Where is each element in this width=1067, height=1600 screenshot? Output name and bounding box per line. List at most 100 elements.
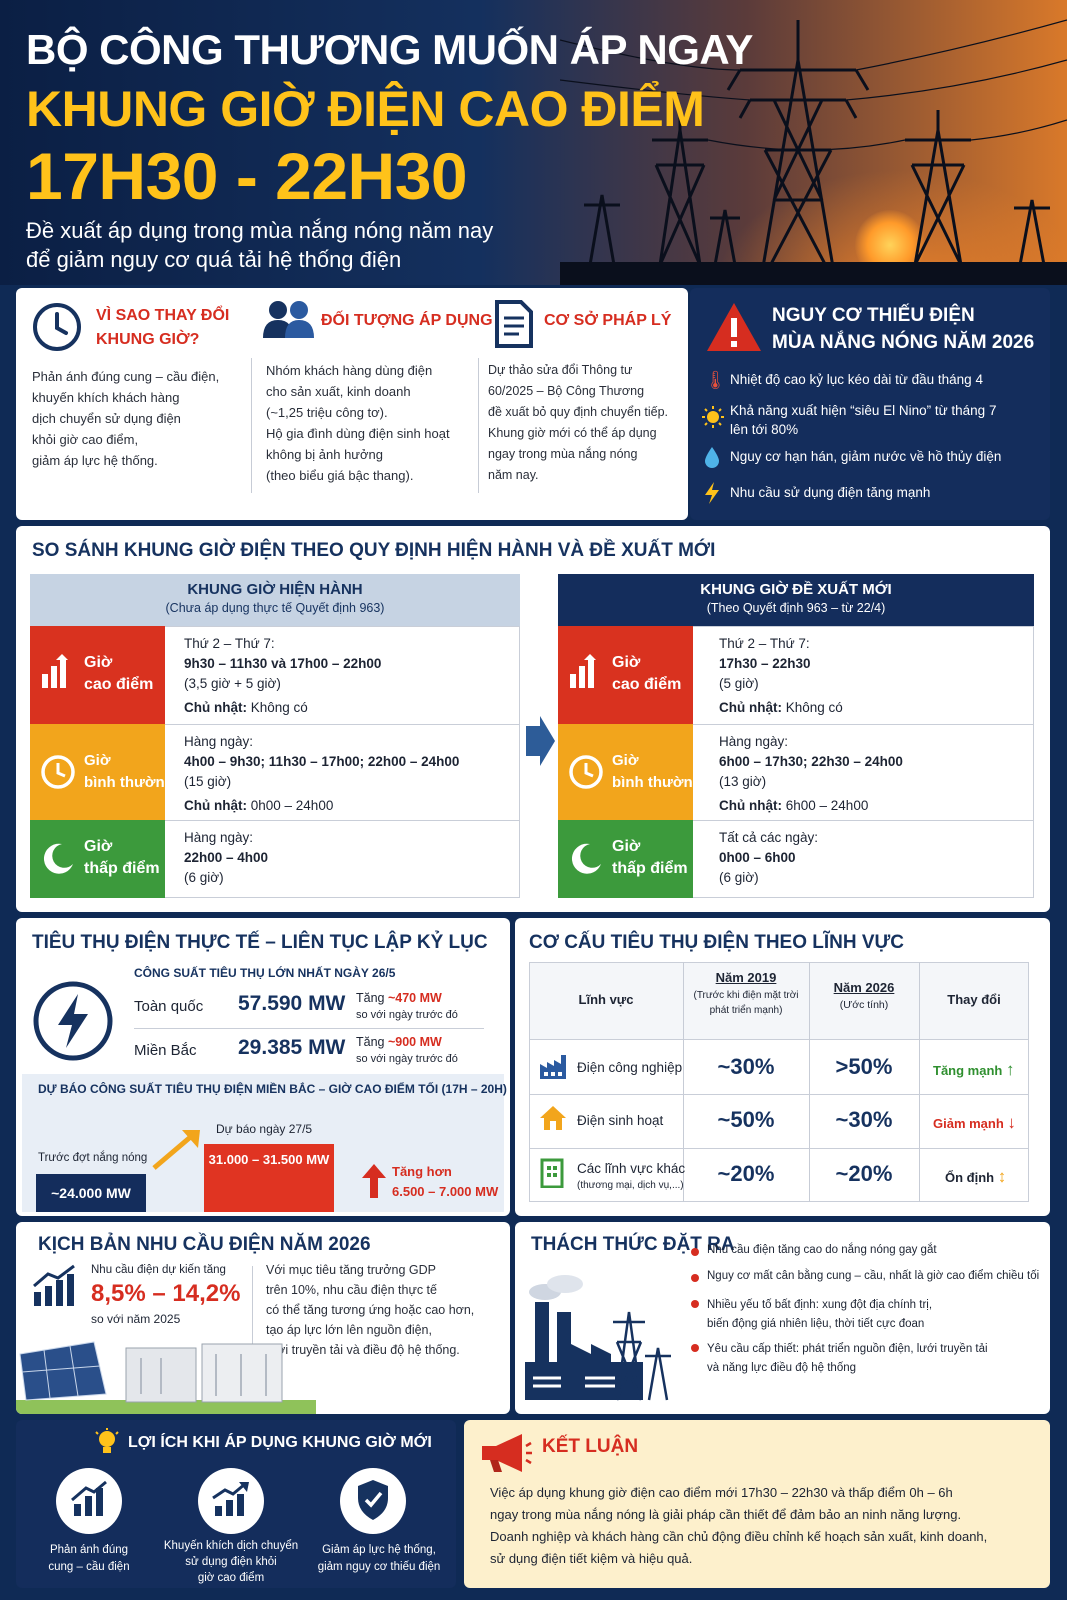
conclusion-text: Việc áp dụng khung giờ điện cao điểm mới… bbox=[490, 1482, 987, 1570]
warning-icon bbox=[707, 303, 761, 351]
sector-change: Tăng mạnh ↑ bbox=[933, 1060, 1014, 1080]
row-divider bbox=[134, 1028, 484, 1029]
sector-2019: ~30% bbox=[717, 1054, 775, 1079]
schedule-line: Thứ 2 – Thứ 7: bbox=[184, 636, 275, 651]
growth-chart-icon bbox=[33, 1264, 75, 1306]
bullet bbox=[691, 1344, 699, 1352]
region-change: Tăng ~900 MW so với ngày trước đó bbox=[356, 1034, 458, 1068]
benefit-line: Giảm áp lực hệ thống, bbox=[322, 1544, 436, 1556]
forecast-value-bar: 31.000 – 31.500 MW bbox=[204, 1144, 334, 1212]
schedule-line: Hàng ngày: bbox=[719, 734, 789, 749]
change-note: so với ngày trước đó bbox=[356, 1009, 458, 1021]
proposed-header-title: KHUNG GIỜ ĐỀ XUẤT MỚI bbox=[700, 581, 892, 598]
normal-label-line: bình thường bbox=[612, 774, 702, 791]
change-prefix: Tăng bbox=[356, 1035, 388, 1049]
scenario-title: KỊCH BẢN NHU CẦU ĐIỆN NĂM 2026 bbox=[38, 1234, 371, 1255]
target-text: Nhóm khách hàng dùng điện cho sản xuất, … bbox=[266, 360, 481, 486]
target-line: (~1,25 triệu công tơ). bbox=[266, 405, 388, 420]
scenario-line: tạo áp lực lớn lên nguồn điện, bbox=[266, 1323, 432, 1337]
region-label: Toàn quốc bbox=[134, 998, 204, 1015]
forecast-label: Dự báo ngày 27/5 bbox=[216, 1122, 313, 1136]
change-prefix: Tăng bbox=[356, 991, 388, 1005]
sunday-label: Chủ nhật: bbox=[719, 798, 782, 813]
sector-2019: ~20% bbox=[717, 1161, 775, 1186]
header-2019-note: (Trước khi điện mặt trời bbox=[693, 990, 799, 1001]
schedule-hours: 9h30 – 11h30 và 17h00 – 22h00 bbox=[184, 656, 382, 671]
scenario-line: lưới truyền tải và điều độ hệ thống. bbox=[266, 1343, 460, 1357]
challenge-line: và năng lực điều độ hệ thống bbox=[707, 1362, 857, 1374]
users-icon bbox=[263, 301, 314, 338]
low-label-line: Giờ bbox=[84, 838, 113, 855]
sector-2026: ~30% bbox=[835, 1107, 893, 1132]
sectors-header-row bbox=[529, 962, 1029, 1040]
proposed-header: KHUNG GIỜ ĐỀ XUẤT MỚI (Theo Quyết định 9… bbox=[558, 574, 1034, 626]
conclusion-panel: KẾT LUẬN Việc áp dụng khung giờ điện cao… bbox=[464, 1420, 1050, 1588]
low-label: Giờ thấp điểm bbox=[612, 836, 688, 880]
region-label: Miền Bắc bbox=[134, 1042, 197, 1059]
scenario-value: 8,5% – 14,2% bbox=[91, 1280, 241, 1307]
risk-item-line: lên tới 80% bbox=[730, 422, 799, 437]
schedule-hours: 6h00 – 17h30; 22h30 – 24h00 bbox=[719, 754, 903, 769]
schedule-duration: (6 giờ) bbox=[719, 870, 759, 885]
risk-title-line2: MÙA NẮNG NÓNG NĂM 2026 bbox=[772, 332, 1035, 353]
why-text: Phản ánh đúng cung – cầu điện, khuyến kh… bbox=[32, 366, 242, 471]
conclusion-line: sử dụng điện tiết kiệm và hiệu quả. bbox=[490, 1551, 693, 1566]
benefit-text: Giảm áp lực hệ thống, giảm nguy cơ thiếu… bbox=[306, 1542, 452, 1576]
legal-line: đề xuất bỏ quy định chuyển tiếp. bbox=[488, 405, 668, 419]
header-2019: Năm 2019 (Trước khi điện mặt trời phát t… bbox=[683, 970, 809, 1018]
increase-line: 6.500 – 7.000 MW bbox=[392, 1184, 499, 1199]
lightning-icon bbox=[705, 482, 719, 504]
comparison-panel: SO SÁNH KHUNG GIỜ ĐIỆN THEO QUY ĐỊNH HIỆ… bbox=[16, 526, 1050, 912]
divider bbox=[251, 358, 252, 493]
peak-label: Giờ cao điểm bbox=[612, 652, 681, 696]
sector-2019: ~50% bbox=[717, 1107, 775, 1132]
challenge-line: biến động giá nhiên liệu, thời tiết cực … bbox=[707, 1318, 925, 1330]
hero-subtitle-line1: Đề xuất áp dụng trong mùa nắng nóng năm … bbox=[26, 218, 494, 243]
header-2019-year: Năm 2019 bbox=[715, 970, 777, 985]
divider bbox=[478, 358, 479, 493]
solar-battery-illustration bbox=[16, 1341, 316, 1414]
row-divider bbox=[529, 1148, 1029, 1149]
lightbulb-icon bbox=[95, 1428, 119, 1453]
low-label-line: thấp điểm bbox=[84, 860, 160, 877]
trend-up-icon bbox=[212, 1482, 249, 1516]
risk-title: NGUY CƠ THIẾU ĐIỆN MÙA NẮNG NÓNG NĂM 202… bbox=[772, 302, 1034, 356]
legal-line: Dự thảo sửa đổi Thông tư bbox=[488, 363, 633, 377]
challenge-item: Nguy cơ mất cân bằng cung – cầu, nhất là… bbox=[707, 1270, 1040, 1282]
target-line: Nhóm khách hàng dùng điện bbox=[266, 363, 433, 378]
risk-title-line1: NGUY CƠ THIẾU ĐIỆN bbox=[772, 305, 975, 326]
conclusion-line: Việc áp dụng khung giờ điện cao điểm mới… bbox=[490, 1485, 953, 1500]
peak-label-line: Giờ bbox=[84, 654, 113, 671]
bar-chart-icon bbox=[71, 1480, 107, 1516]
scenario-line: có thể tăng tương ứng hoặc cao hơn, bbox=[266, 1303, 475, 1317]
proposed-peak-text: Thứ 2 – Thứ 7: 17h30 – 22h30 (5 giờ) Chủ… bbox=[719, 634, 843, 718]
region-change: Tăng ~470 MW so với ngày trước đó bbox=[356, 990, 458, 1024]
why-line: khuyến khích khách hàng bbox=[32, 390, 180, 405]
shield-check-icon bbox=[358, 1480, 388, 1520]
thermometer-icon: 🌡 bbox=[704, 370, 727, 390]
header-2026-note: (Ước tính) bbox=[839, 999, 889, 1011]
benefits-panel: LỢI ÍCH KHI ÁP DỤNG KHUNG GIỜ MỚI Phản á… bbox=[16, 1420, 456, 1588]
sector-name: Điện công nghiệp bbox=[577, 1060, 683, 1075]
scenario-text: Với mục tiêu tăng trưởng GDP trên 10%, n… bbox=[266, 1260, 474, 1360]
sector-change-label: Ổn định bbox=[945, 1170, 995, 1185]
why-line: giảm áp lực hệ thống. bbox=[32, 453, 158, 468]
increase-text: Tăng hơn 6.500 – 7.000 MW bbox=[392, 1162, 498, 1202]
current-header: KHUNG GIỜ HIỆN HÀNH (Chưa áp dụng thực t… bbox=[30, 574, 520, 626]
low-label-line: Giờ bbox=[612, 838, 641, 855]
risk-item: Khả năng xuất hiện “siêu El Nino” từ thá… bbox=[730, 401, 996, 439]
schedule-line: Tất cả các ngày: bbox=[719, 830, 819, 845]
schedule-hours: 22h00 – 4h00 bbox=[184, 850, 269, 865]
change-value: ~900 MW bbox=[387, 1035, 442, 1049]
col-divider bbox=[809, 962, 810, 1202]
trend-arrow-icon bbox=[152, 1130, 200, 1170]
current-normal-text: Hàng ngày: 4h00 – 9h30; 11h30 – 17h00; 2… bbox=[184, 732, 459, 816]
risk-item-line: Khả năng xuất hiện “siêu El Nino” từ thá… bbox=[730, 403, 997, 418]
sunday-value: 0h00 – 24h00 bbox=[247, 798, 334, 813]
sector-name: Điện sinh hoạt bbox=[577, 1113, 664, 1128]
benefit-line: giờ cao điểm bbox=[197, 1572, 265, 1584]
col-divider bbox=[919, 962, 920, 1202]
sunday-label: Chủ nhật: bbox=[184, 700, 247, 715]
target-line: Hộ gia đình dùng điện sinh hoạt bbox=[266, 426, 450, 441]
row-divider bbox=[529, 1094, 1029, 1095]
